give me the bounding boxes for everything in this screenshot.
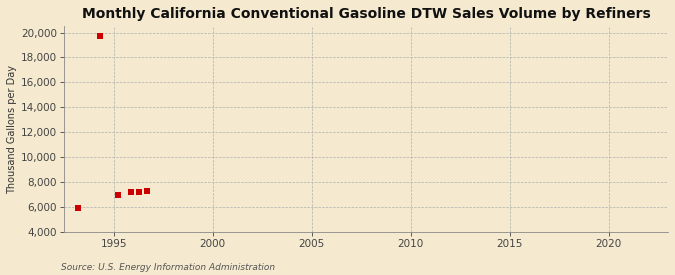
Point	[112, 193, 123, 197]
Point	[134, 190, 145, 194]
Title: Monthly California Conventional Gasoline DTW Sales Volume by Refiners: Monthly California Conventional Gasoline…	[82, 7, 651, 21]
Point	[126, 190, 137, 194]
Point	[73, 206, 84, 210]
Point	[142, 189, 153, 193]
Point	[95, 34, 105, 39]
Text: Source: U.S. Energy Information Administration: Source: U.S. Energy Information Administ…	[61, 263, 275, 271]
Y-axis label: Thousand Gallons per Day: Thousand Gallons per Day	[7, 65, 17, 194]
